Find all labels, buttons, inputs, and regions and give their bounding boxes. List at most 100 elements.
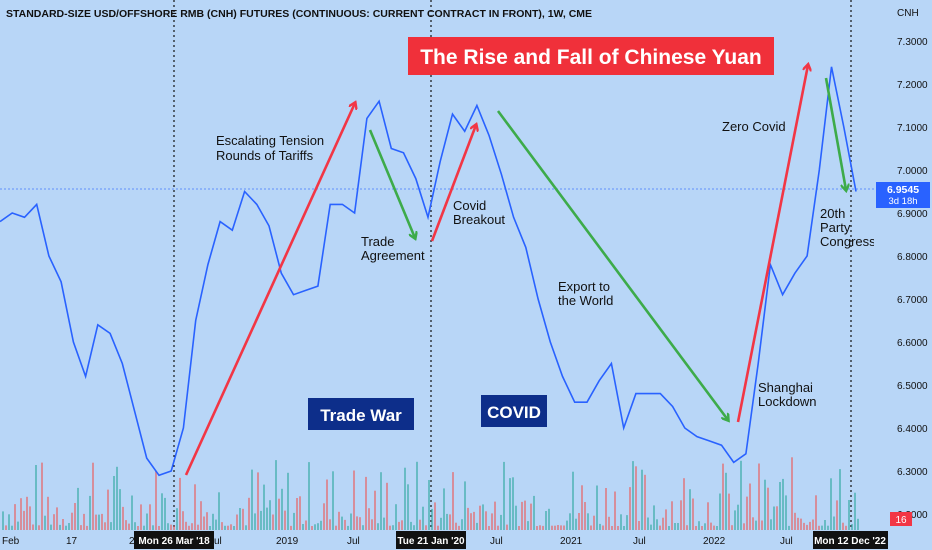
volume-bar <box>293 512 295 530</box>
volume-bar <box>554 525 556 530</box>
volume-bar <box>71 512 73 530</box>
x-highlight-3 <box>813 531 888 549</box>
volume-bar <box>80 525 82 530</box>
annotation-export-line1: Export to <box>558 279 610 294</box>
volume-bar <box>65 525 67 530</box>
volume-bar <box>779 482 781 530</box>
volume-bar <box>56 507 58 530</box>
volume-bar <box>617 526 619 530</box>
x-tick-label: 2021 <box>560 536 583 547</box>
volume-bar <box>416 461 418 530</box>
volume-bar <box>731 525 733 530</box>
volume-bar <box>788 525 790 530</box>
volume-bar <box>614 491 616 530</box>
y-tick-label: 7.0000 <box>897 166 928 177</box>
volume-bar <box>806 524 808 530</box>
volume-bar <box>317 523 319 530</box>
annotation-shanghai-line1: Shanghai <box>758 380 813 395</box>
volume-bar <box>185 521 187 530</box>
volume-bar <box>356 516 358 530</box>
volume-bar <box>98 514 100 530</box>
annotation-covid-line1: Covid <box>453 198 486 213</box>
volume-bar <box>797 517 799 530</box>
x-axis: Feb 17 2 Jul 2019 Jul Jul 2021 Jul 2022 … <box>0 530 932 550</box>
volume-bar <box>542 525 544 530</box>
volume-bar <box>728 493 730 530</box>
volume-bar <box>773 506 775 530</box>
volume-bar <box>638 521 640 530</box>
volume-bar <box>272 514 274 530</box>
volume-bar <box>179 477 181 530</box>
volume-bar <box>794 512 796 530</box>
volume-bar <box>38 525 40 530</box>
volume-bar <box>608 516 610 530</box>
volume-bar <box>323 503 325 530</box>
volume-bar <box>695 526 697 530</box>
volume-bar <box>287 472 289 530</box>
volume-bar <box>611 526 613 530</box>
volume-bar <box>374 490 376 530</box>
volume-bar <box>290 525 292 530</box>
y-tick-label: 6.8000 <box>897 252 928 263</box>
volume-bar <box>395 504 397 530</box>
volume-bar <box>809 521 811 530</box>
volume-bar <box>422 506 424 530</box>
volume-bar <box>50 524 52 530</box>
volume-bar <box>206 512 208 530</box>
volume-bar <box>359 517 361 530</box>
volume-bar <box>482 504 484 530</box>
volume-bar <box>299 496 301 530</box>
volume-bar <box>497 525 499 530</box>
volume-bar <box>545 511 547 530</box>
volume-bar <box>602 525 604 530</box>
annotation-export-line2: the World <box>558 293 613 308</box>
volume-bar <box>515 505 517 530</box>
x-highlight-2-label: Tue 21 Jan '20 <box>397 536 465 547</box>
volume-bar <box>161 493 163 530</box>
volume-bar <box>686 525 688 530</box>
volume-bar <box>518 526 520 530</box>
volume-bar <box>683 478 685 530</box>
volume-bar <box>647 517 649 530</box>
volume-bar <box>341 516 343 530</box>
volume-bar <box>827 525 829 530</box>
volume-bar <box>758 463 760 530</box>
arrow-down-trade-agreement <box>368 129 415 238</box>
volume-bar <box>590 525 592 530</box>
plot-area <box>0 0 874 530</box>
volume-bar <box>407 484 409 530</box>
banner-background <box>408 37 774 75</box>
volume-bar <box>653 505 655 530</box>
volume-bar <box>242 508 244 530</box>
arrow-up-covid <box>430 125 476 242</box>
volume-bar <box>560 525 562 530</box>
volume-bar <box>275 460 277 530</box>
volume-bar <box>146 513 148 530</box>
price-series-line <box>0 66 857 477</box>
annotation-tension-line2: Rounds of Tariffs <box>216 148 314 163</box>
volume-bar <box>593 515 595 530</box>
volume-bar <box>119 489 121 530</box>
volume-tag <box>890 512 912 526</box>
volume-bar <box>197 524 199 530</box>
y-tick-label: 6.7000 <box>897 295 928 306</box>
volume-bar <box>338 511 340 530</box>
volume-bar <box>644 474 646 530</box>
volume-bar <box>92 462 94 530</box>
volume-bar <box>329 519 331 530</box>
volume-bar <box>521 501 523 530</box>
volume-bar <box>347 525 349 530</box>
volume-bar <box>236 514 238 530</box>
volume-bar <box>182 511 184 530</box>
volume-bar <box>269 500 271 530</box>
volume-bar <box>776 506 778 530</box>
volume-bar <box>311 526 313 530</box>
y-tick-label: 7.3000 <box>897 37 928 48</box>
volume-bar <box>833 516 835 530</box>
volume-bar <box>503 461 505 530</box>
volume-bar <box>440 517 442 530</box>
volume-bar <box>812 519 814 530</box>
y-tick-label: 7.1000 <box>897 123 928 134</box>
volume-bar <box>218 492 220 530</box>
volume-bar <box>200 501 202 530</box>
